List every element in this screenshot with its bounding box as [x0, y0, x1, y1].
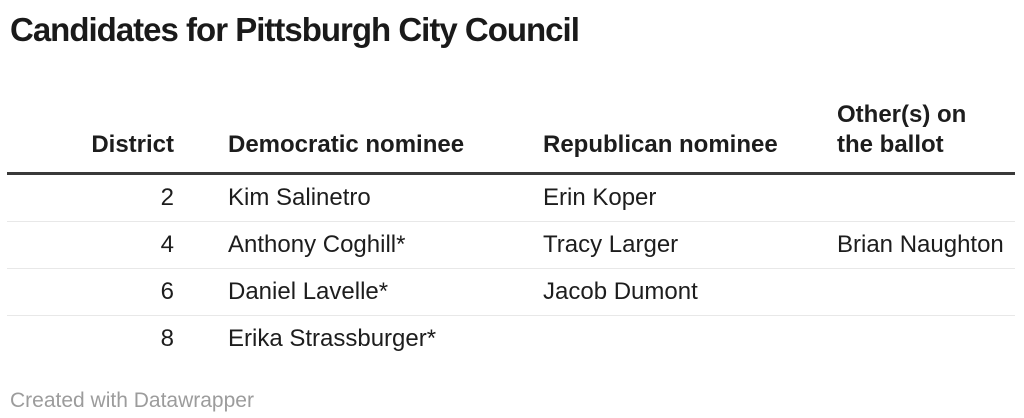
table-cell-district: 4 — [7, 221, 214, 269]
table-cell-district: 2 — [160, 184, 174, 211]
page-title: Candidates for Pittsburgh City Council — [10, 11, 580, 48]
table-cell-republican: Erin Koper — [543, 184, 657, 211]
table-cell-democratic: Kim Salinetro — [228, 184, 371, 211]
table-cell-other — [823, 315, 1015, 362]
table-cell-democratic: Anthony Coghill* — [214, 221, 529, 269]
table-row: 8 Erika Strassburger* — [7, 315, 1015, 362]
datawrapper-attribution-link[interactable]: Created with Datawrapper — [10, 389, 254, 412]
table-cell-district: 8 — [7, 315, 214, 362]
table-cell-other: Brian Naughton — [823, 221, 1015, 269]
table-cell-republican — [529, 315, 823, 362]
table-cell-democratic: Erika Strassburger* — [214, 315, 529, 362]
table-cell-other — [823, 174, 1015, 222]
table-cell-district: 6 — [7, 268, 214, 316]
column-header-others-on-ballot: Other(s) on the ballot — [823, 100, 1015, 175]
table-cell-republican: Tracy Larger — [529, 221, 823, 269]
table-cell-democratic: Daniel Lavelle* — [214, 268, 529, 316]
table-row: 4 Anthony Coghill* Tracy Larger Brian Na… — [7, 221, 1015, 269]
column-header-democratic-nominee: Democratic nominee — [214, 100, 529, 175]
table-cell-republican: Jacob Dumont — [529, 268, 823, 316]
candidates-table: District Democratic nominee Republican n… — [7, 100, 1015, 362]
table-header-row: District Democratic nominee Republican n… — [7, 100, 1015, 175]
table-body: 2 Kim Salinetro Erin Koper 4 Anthony Cog… — [7, 174, 1015, 362]
table-header: District Democratic nominee Republican n… — [7, 100, 1015, 175]
column-header-republican-nominee: Republican nominee — [529, 100, 823, 175]
table-row: 6 Daniel Lavelle* Jacob Dumont — [7, 268, 1015, 316]
table-cell-other — [823, 268, 1015, 316]
column-header-district: District — [7, 100, 214, 175]
table-row: 2 Kim Salinetro Erin Koper — [7, 174, 1015, 222]
